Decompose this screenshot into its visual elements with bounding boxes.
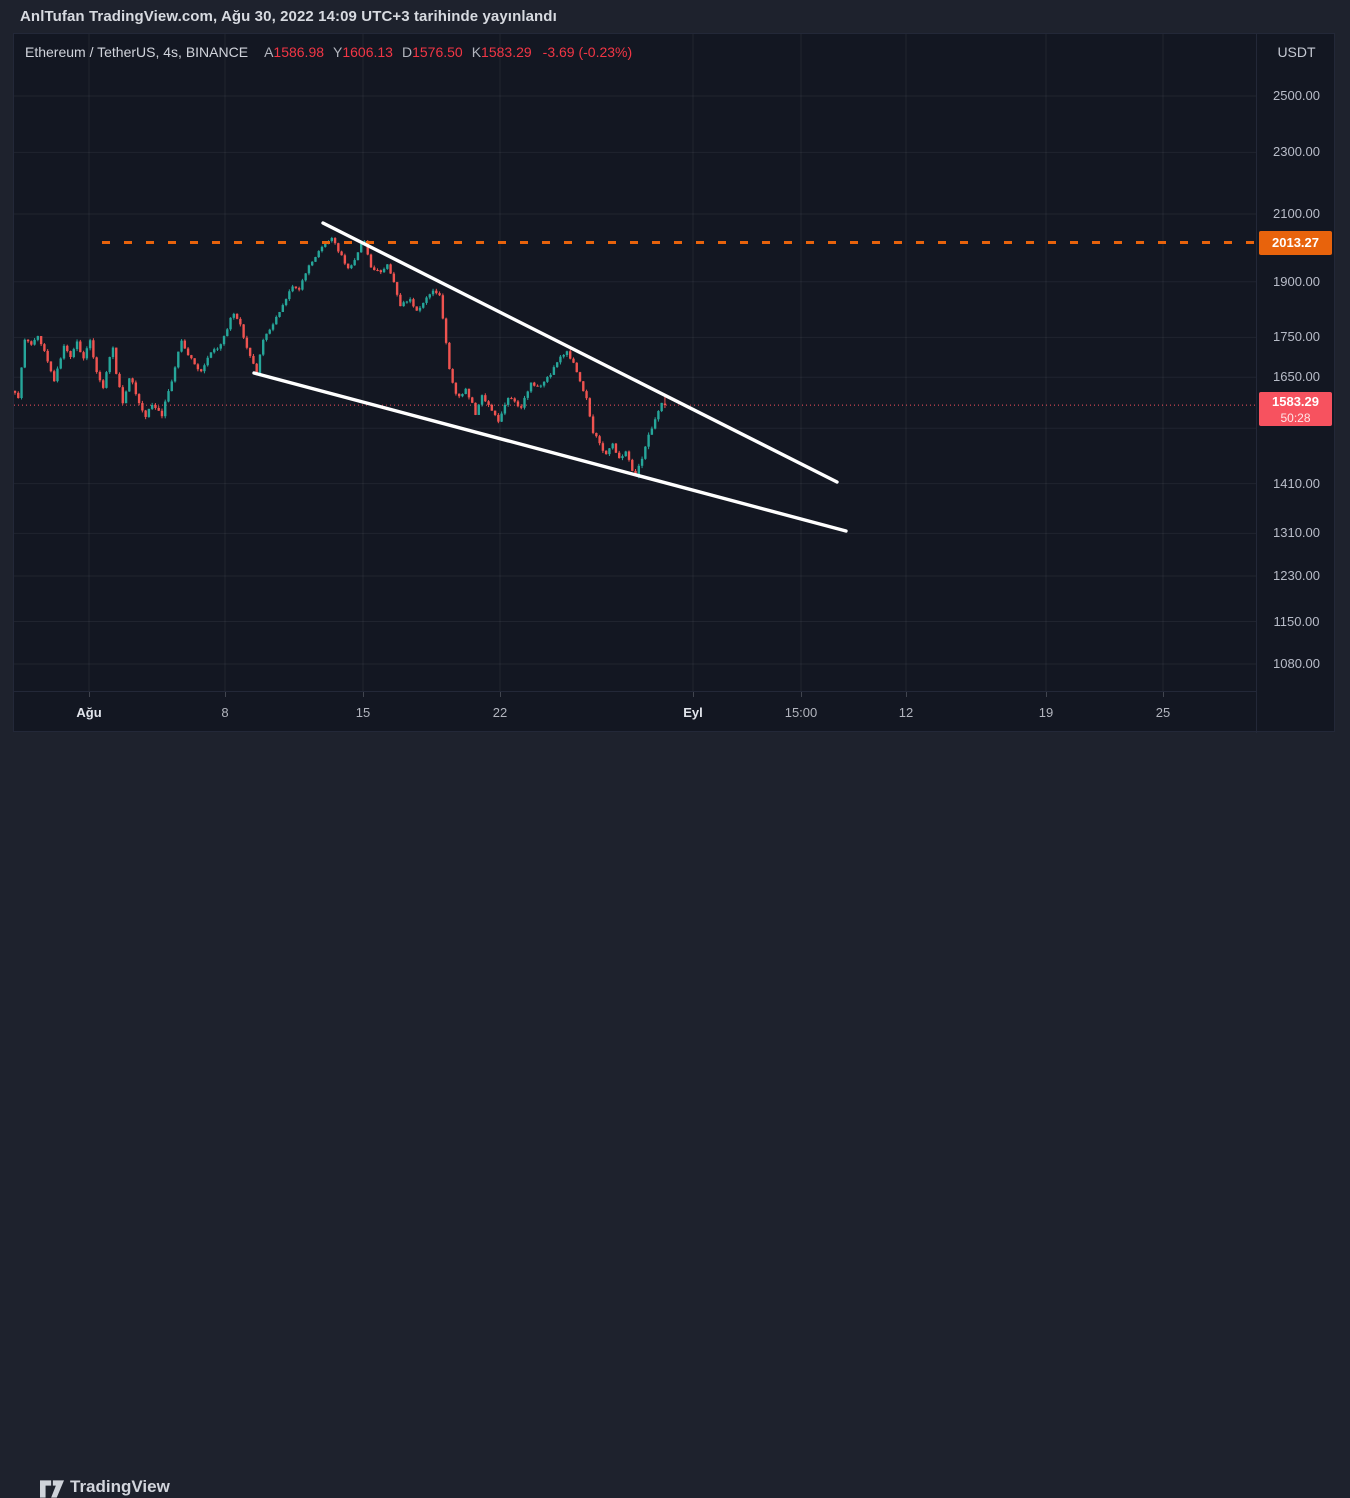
time-tick-label: 15 (355, 705, 371, 720)
time-tick-label: 8 (221, 705, 229, 720)
time-tick-mark (906, 692, 907, 697)
ohlc-pair: D1576.50 (401, 44, 463, 60)
price-tick-label: 1410.00 (1273, 475, 1320, 491)
symbol-title: Ethereum / TetherUS, 4s, BINANCE (25, 44, 249, 60)
currency-label: USDT (1277, 44, 1316, 60)
price-tick-label: 2500.00 (1273, 88, 1320, 103)
time-tick-label: Eyl (683, 705, 703, 720)
time-tick-label: 22 (492, 705, 508, 720)
time-tick-label: Ağu (76, 705, 102, 720)
last-price-value: 1583.29 (1272, 394, 1319, 410)
time-tick-label: 25 (1155, 705, 1171, 720)
tradingview-logo-icon[interactable] (40, 1480, 64, 1498)
time-tick-label: 12 (898, 705, 914, 720)
resistance-price-value: 2013.27 (1272, 234, 1319, 250)
time-tick-mark (1163, 692, 1164, 697)
time-tick-mark (801, 692, 802, 697)
time-tick-mark (225, 692, 226, 697)
price-tick-label: 2100.00 (1273, 205, 1320, 221)
time-tick-mark (500, 692, 501, 697)
symbol-legend: Ethereum / TetherUS, 4s, BINANCE A1586.9… (25, 44, 632, 60)
time-tick-label: 19 (1038, 705, 1054, 720)
change-value: -3.69 (-0.23%) (542, 44, 633, 60)
ohlc-values: A1586.98 Y1606.13 D1576.50 K1583.29 (264, 44, 541, 60)
time-tick-mark (693, 692, 694, 697)
ohlc-pair: Y1606.13 (333, 44, 393, 60)
time-tick-label: 15:00 (784, 705, 818, 720)
ohlc-pair: A1586.98 (264, 44, 325, 60)
price-scale[interactable]: USDT 2013.27 1583.29 50:28 2500.00 2300.0… (1256, 34, 1336, 733)
time-tick-mark (363, 692, 364, 697)
time-tick-mark (1046, 692, 1047, 697)
price-tick-label: 1650.00 (1273, 369, 1320, 385)
chart-widget: Ethereum / TetherUS, 4s, BINANCE A1586.9… (13, 33, 1336, 733)
price-tick-label: 1900.00 (1273, 273, 1320, 289)
time-scale[interactable]: Ağu 8 15 22 Eyl 15:00 12 19 25 (14, 691, 1256, 733)
ohlc-pair: K1583.29 (471, 44, 532, 60)
chart-pane[interactable] (14, 34, 1256, 691)
price-tick-label: 2300.00 (1273, 144, 1320, 160)
resistance-price-label: 2013.27 (1259, 230, 1332, 255)
bar-countdown: 50:28 (1280, 411, 1311, 426)
price-tick-label: 1750.00 (1273, 329, 1320, 345)
price-tick-label: 1150.00 (1273, 613, 1320, 629)
price-tick-label: 1080.00 (1273, 656, 1320, 671)
time-tick-mark (89, 692, 90, 697)
attribution-bar: AnlTufan TradingView.com, Ağu 30, 2022 1… (20, 0, 557, 32)
tradingview-brand-text[interactable]: TradingView (70, 1477, 170, 1496)
footer-bar: TradingView (0, 732, 1350, 1498)
attribution-text: AnlTufan TradingView.com, Ağu 30, 2022 1… (20, 7, 557, 25)
price-tick-label: 1230.00 (1273, 567, 1320, 583)
price-tick-label: 1310.00 (1273, 525, 1320, 541)
last-price-label: 1583.29 50:28 (1259, 392, 1332, 427)
chart-canvas[interactable] (14, 34, 1256, 691)
